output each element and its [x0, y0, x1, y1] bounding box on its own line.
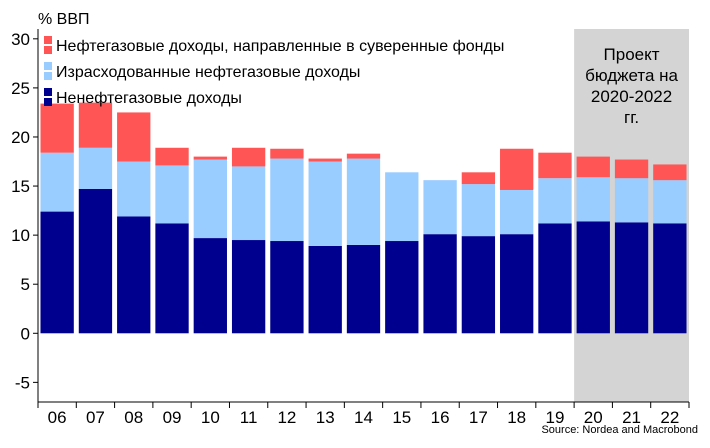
bar-segment-17-series-0 [461, 236, 496, 334]
x-tick-label: 09 [163, 408, 182, 427]
highlight-label-line: 2020-2022 [591, 87, 672, 106]
bar-segment-17-series-1 [461, 184, 496, 237]
bar-segment-08-series-2 [117, 112, 151, 162]
bar-segment-12-series-2 [270, 148, 304, 159]
bar-segment-08-series-1 [117, 161, 151, 217]
legend-label: Ненефтегазовые доходы [56, 90, 242, 107]
legend-swatch [44, 46, 52, 54]
x-tick-label: 20 [584, 408, 603, 427]
bar-segment-07-series-2 [78, 102, 113, 148]
x-tick-label: 18 [507, 408, 526, 427]
x-tick-label: 19 [546, 408, 565, 427]
bar-segment-20-series-1 [576, 177, 610, 222]
legend-swatch [44, 72, 52, 80]
bar-segment-22-series-0 [653, 223, 687, 334]
x-tick-label: 11 [240, 408, 258, 427]
legend-swatch [44, 98, 52, 106]
bar-segment-09-series-1 [155, 165, 189, 224]
bar-segment-19-series-2 [538, 152, 572, 179]
y-tick-label: 15 [11, 177, 30, 196]
highlight-label-line: гг. [624, 108, 639, 127]
bar-segment-10-series-2 [193, 156, 227, 160]
bar-segment-20-series-0 [576, 221, 610, 334]
bar-segment-15-series-0 [385, 241, 419, 334]
y-tick-label: 30 [11, 30, 30, 49]
bar-segment-06-series-1 [40, 152, 74, 212]
bar-segment-19-series-1 [538, 178, 572, 224]
x-tick-label: 12 [277, 408, 296, 427]
bar-segment-16-series-0 [423, 234, 457, 334]
x-tick-label: 06 [48, 408, 67, 427]
x-tick-label: 13 [316, 408, 335, 427]
bar-segment-07-series-1 [78, 147, 113, 189]
y-tick-label: 0 [21, 324, 30, 343]
x-tick-label: 16 [431, 408, 450, 427]
bar-segment-11-series-2 [231, 147, 266, 167]
legend: Нефтегазовые доходы, направленные в суве… [44, 36, 504, 107]
bar-segment-21-series-0 [614, 222, 649, 334]
bar-segment-14-series-0 [346, 244, 381, 334]
bars [40, 102, 687, 334]
bar-segment-08-series-0 [117, 216, 151, 334]
bar-segment-06-series-0 [40, 211, 74, 334]
bar-segment-10-series-0 [193, 238, 227, 334]
bar-segment-18-series-0 [500, 234, 534, 334]
bar-segment-06-series-2 [40, 103, 74, 153]
bar-segment-13-series-1 [308, 161, 342, 246]
y-axis-label: % ВВП [38, 11, 90, 28]
legend-label: Израсходованные нефтегазовые доходы [56, 64, 360, 81]
bar-segment-14-series-1 [346, 158, 381, 245]
bar-segment-17-series-2 [461, 172, 496, 185]
highlight-label-line: Проект [604, 45, 660, 64]
bar-segment-18-series-1 [500, 189, 534, 235]
bar-segment-13-series-2 [308, 158, 342, 162]
legend-swatch [44, 88, 52, 96]
bar-segment-12-series-0 [270, 241, 304, 334]
legend-swatch [44, 62, 52, 70]
bar-segment-18-series-2 [500, 148, 534, 190]
bar-segment-22-series-1 [653, 180, 687, 224]
bar-segment-22-series-2 [653, 164, 687, 181]
source-note: Source: Nordea and Macrobond [541, 424, 698, 436]
bar-segment-16-series-1 [423, 180, 457, 235]
bar-segment-20-series-2 [576, 156, 610, 178]
x-tick-label: 22 [660, 408, 679, 427]
bar-segment-09-series-2 [155, 147, 189, 166]
bar-segment-12-series-1 [270, 158, 304, 242]
x-tick-label: 10 [201, 408, 220, 427]
x-tick-label: 15 [392, 408, 411, 427]
axes: -5 0 5 10 15 20 25 30 06 07 08 09 10 11 12 13 14 15 16 17 18… [11, 29, 690, 427]
bar-segment-19-series-0 [538, 223, 572, 334]
y-tick-label: 10 [11, 226, 30, 245]
y-tick-label: -5 [15, 373, 30, 392]
bar-segment-07-series-0 [78, 188, 113, 334]
y-tick-label: 20 [11, 128, 30, 147]
x-tick-label: 21 [622, 408, 641, 427]
bar-segment-11-series-0 [231, 240, 266, 334]
bar-segment-15-series-1 [385, 172, 419, 242]
bar-segment-13-series-0 [308, 245, 342, 334]
bar-segment-11-series-1 [231, 166, 266, 241]
x-tick-label: 08 [124, 408, 143, 427]
bar-segment-21-series-1 [614, 178, 649, 223]
highlight-label-line: бюджета на [585, 66, 678, 85]
bar-segment-14-series-2 [346, 153, 381, 159]
bar-segment-10-series-1 [193, 159, 227, 239]
bar-segment-21-series-2 [614, 159, 649, 179]
y-tick-label: 25 [11, 79, 30, 98]
bar-segment-09-series-0 [155, 223, 189, 334]
x-tick-label: 14 [354, 408, 373, 427]
legend-label: Нефтегазовые доходы, направленные в суве… [56, 38, 504, 55]
x-tick-label: 07 [86, 408, 105, 427]
legend-swatch [44, 36, 52, 44]
y-tick-label: 5 [21, 275, 30, 294]
x-tick-label: 17 [469, 408, 488, 427]
